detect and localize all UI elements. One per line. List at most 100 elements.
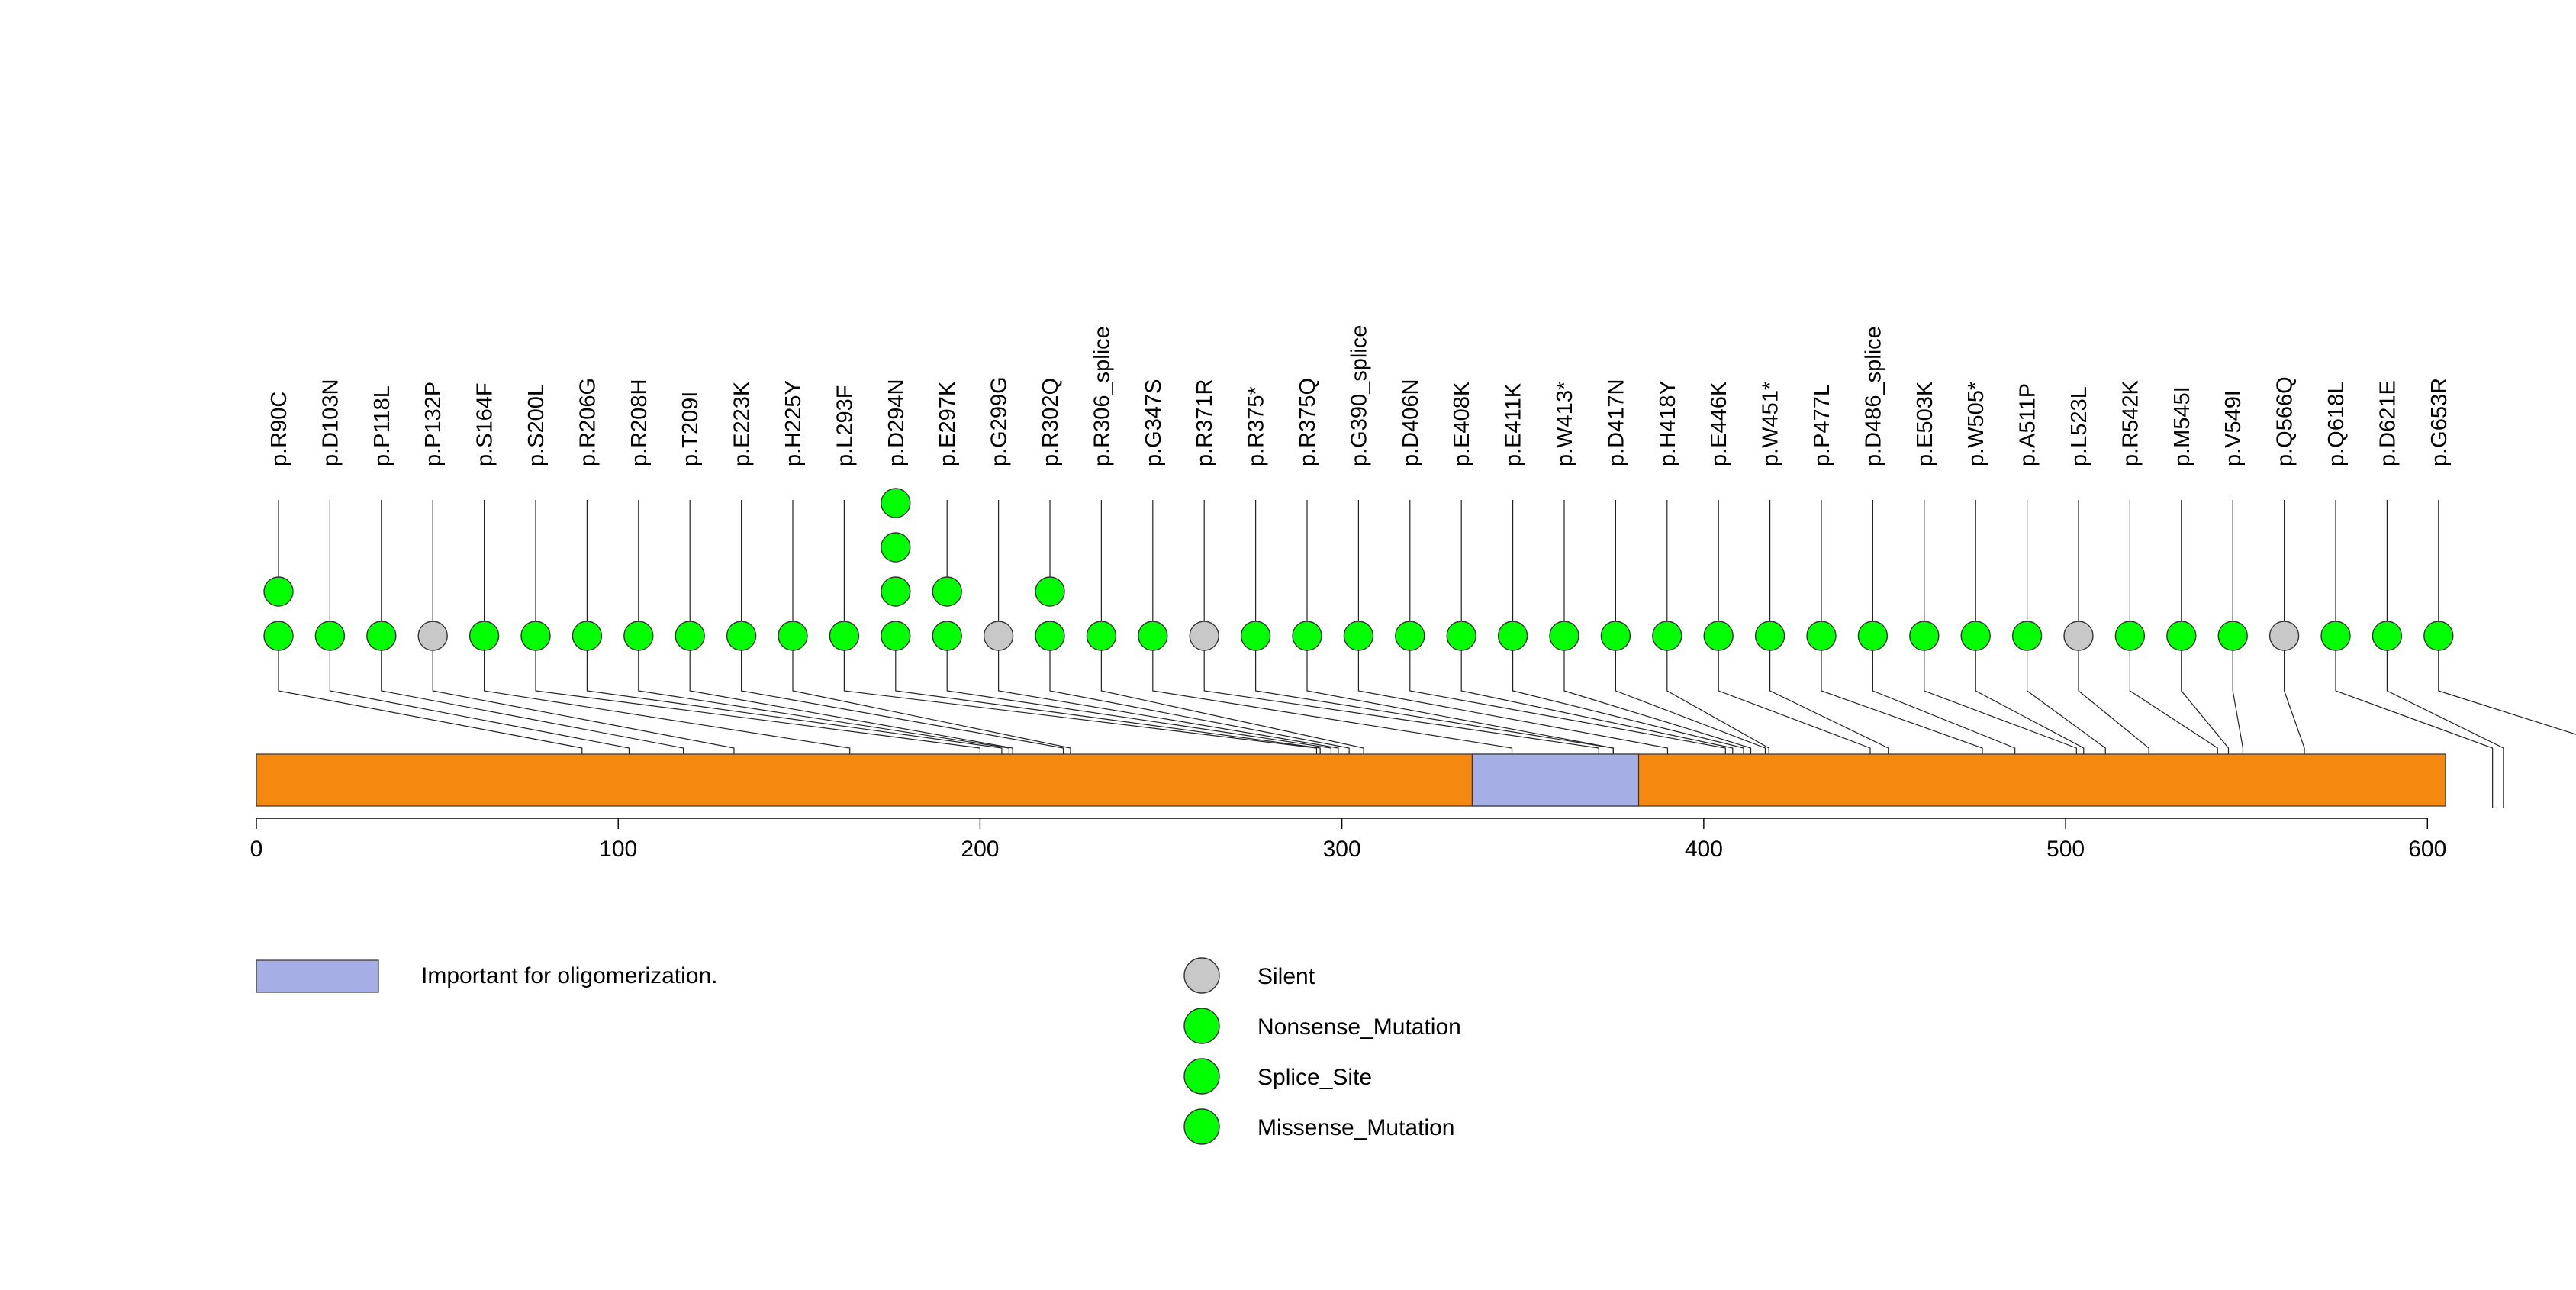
mutation-point [263, 576, 294, 607]
silent-mutation-point [417, 621, 448, 651]
mutation-point [1857, 621, 1889, 651]
connector-line [2335, 650, 2494, 808]
mutation-label: p.P118L [370, 385, 394, 466]
mutation-label: p.H225Y [781, 380, 806, 466]
mutation-label: p.T209I [678, 392, 703, 466]
mutation-point [572, 621, 603, 651]
mutation-label: p.D294N [884, 379, 909, 466]
mutation-point [1292, 621, 1322, 651]
mutation-point [314, 621, 346, 651]
mutation-label: p.R302Q [1038, 378, 1063, 466]
mutation-point [2011, 621, 2043, 651]
silent-mutation-point [2063, 621, 2094, 651]
mutation-label: p.P132P [421, 382, 446, 466]
mutation-label: p.Q566Q [2273, 376, 2297, 466]
mutation-point [1035, 621, 1065, 651]
tick-label: 0 [250, 837, 263, 862]
domain-block [1471, 753, 1640, 807]
mutation-label: p.R371R [1193, 379, 1217, 466]
mutation-label: p.L293F [832, 385, 857, 466]
legend-label: Splice_Site [1257, 1065, 1372, 1090]
mutation-point [2217, 621, 2248, 651]
mutation-label: p.R208H [627, 379, 652, 466]
mutation-label: p.V549I [2221, 390, 2246, 466]
mutation-point [932, 621, 962, 651]
lollipop-stems [278, 489, 2439, 621]
tick-label: 500 [2046, 837, 2085, 862]
legend-domain-swatch [256, 959, 379, 993]
connector-line [2386, 650, 2504, 808]
mutation-point [881, 621, 911, 651]
legend-marker [1183, 1108, 1220, 1145]
legend-label: Silent [1257, 964, 1315, 989]
mutation-label: p.D417N [1604, 379, 1628, 466]
mutation-point [1395, 621, 1425, 651]
legend-marker [1183, 1008, 1220, 1044]
mutation-label: p.G390_splice [1347, 325, 1371, 466]
mutation-label: p.R306_splice [1090, 326, 1114, 466]
mutation-label: p.D103N [318, 379, 343, 466]
mutation-point [829, 621, 860, 651]
mutation-point [1806, 621, 1837, 651]
mutation-point [726, 621, 757, 651]
mutation-label: p.M545I [2170, 386, 2194, 466]
legend: Important for oligomerization. Silent Nons… [256, 957, 1461, 1145]
mutation-point [1703, 621, 1734, 651]
mutation-label: p.A511P [2016, 383, 2040, 466]
legend-label: Nonsense_Mutation [1257, 1014, 1461, 1040]
mutation-point [1086, 621, 1117, 651]
mutation-point [2372, 621, 2403, 651]
mutation-label: p.S200L [524, 384, 549, 466]
legend-domain-label: Important for oligomerization. [421, 963, 718, 988]
mutation-label: p.E408K [1450, 381, 1474, 466]
mutation-label: p.E503K [1913, 381, 1937, 466]
legend-marker [1183, 957, 1220, 994]
tick-label: 100 [599, 837, 637, 862]
mutation-point [366, 621, 397, 651]
silent-mutation-point [983, 621, 1014, 651]
mutation-point [1446, 621, 1476, 651]
mutation-point [1960, 621, 1991, 651]
mutation-point [469, 621, 500, 651]
mutation-label: p.R90C [267, 392, 291, 466]
mutation-point [778, 621, 808, 651]
mutation-point [520, 621, 551, 651]
mutation-point [1600, 621, 1631, 651]
mutation-labels: p.R90C p.D103N p.P118L p.P132P p.S164F p.S200… [267, 325, 2452, 466]
mutation-point [881, 532, 911, 563]
mutation-point [1497, 621, 1528, 651]
mutation-label: p.R206G [575, 378, 600, 466]
mutation-label: p.P477L [1810, 384, 1834, 466]
mutation-point [1909, 621, 1940, 651]
mutation-label: p.E446K [1707, 381, 1731, 466]
mutation-point [2320, 621, 2351, 651]
protein-backbone [256, 753, 2446, 807]
mutation-label: p.D621E [2375, 380, 2400, 466]
mutation-label: p.E223K [730, 381, 755, 466]
mutation-label: p.R375* [1245, 386, 1269, 466]
tick-label: 200 [961, 837, 999, 862]
mutation-point [1549, 621, 1579, 651]
tick-label: 600 [2408, 837, 2446, 862]
mutation-point [1652, 621, 1682, 651]
mutation-label: p.E297K [935, 381, 960, 466]
mutation-point [881, 488, 911, 518]
mutation-point [623, 621, 654, 651]
tick-label: 300 [1323, 837, 1361, 862]
mutation-point [2166, 621, 2197, 651]
mutation-label: p.G347S [1141, 379, 1166, 466]
mutation-points [263, 488, 2454, 651]
mutation-point [1754, 621, 1785, 651]
mutation-label: p.L523L [2067, 386, 2091, 466]
mutation-label: p.S164F [473, 382, 497, 466]
mutation-point [1035, 576, 1065, 607]
x-axis: 0 100 200 300 400 500 600 [250, 818, 2446, 862]
mutation-point [1138, 621, 1168, 651]
mutation-label: p.R375Q [1296, 378, 1320, 466]
mutation-point [675, 621, 705, 651]
mutation-label: p.G653R [2427, 378, 2452, 466]
legend-label: Missense_Mutation [1257, 1115, 1454, 1140]
silent-mutation-point [2268, 621, 2300, 651]
mutation-label: p.W505* [1964, 382, 1988, 466]
